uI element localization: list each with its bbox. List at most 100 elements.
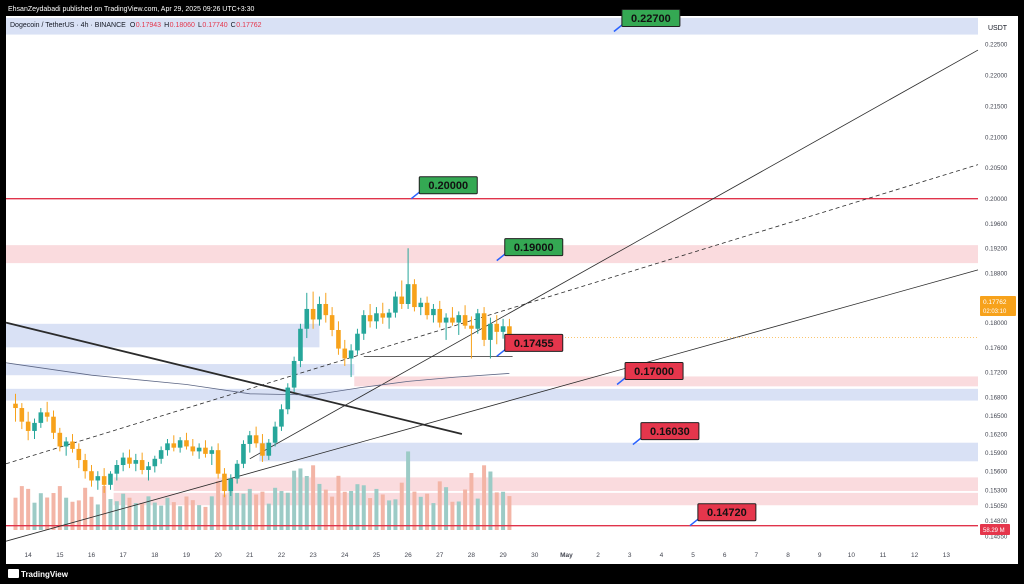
volume-bar xyxy=(469,473,474,530)
volume-bar xyxy=(133,503,138,530)
candle-body xyxy=(139,460,145,470)
volume-bar xyxy=(13,497,18,530)
volume-bar xyxy=(102,486,107,530)
volume-bar xyxy=(19,486,24,530)
candle-body xyxy=(317,303,322,320)
x-tick-label: 25 xyxy=(373,552,381,559)
volume-bar xyxy=(285,492,290,530)
candle-body xyxy=(152,458,158,467)
candle-body xyxy=(355,333,360,351)
volume-bar xyxy=(241,493,246,530)
volume-bar xyxy=(279,491,284,530)
candle-body xyxy=(146,466,151,470)
volume-bar xyxy=(165,497,170,530)
level-label-text: 0.17455 xyxy=(514,338,554,350)
volume-bar xyxy=(209,496,214,530)
y-tick-label: 0.16800 xyxy=(985,394,1008,401)
x-tick-label: 15 xyxy=(56,552,64,559)
volume-bar xyxy=(342,491,347,530)
y-axis-ticks: 0.22500 0.22000 0.21500 0.21000 0.20500 0.200… xyxy=(985,41,1008,540)
volume-bar xyxy=(260,491,265,530)
candle-body xyxy=(95,476,101,481)
volume-bar xyxy=(380,494,385,530)
level-label-text: 0.19000 xyxy=(514,242,554,254)
x-tick-label: 24 xyxy=(341,552,349,559)
volume-bar xyxy=(89,496,94,530)
price-axis[interactable] xyxy=(978,16,1018,548)
volume-bar xyxy=(425,493,430,530)
candle-body xyxy=(196,447,202,452)
candle-body xyxy=(405,284,411,304)
volume-bar xyxy=(222,494,227,530)
x-tick-label: 17 xyxy=(120,552,128,559)
volume-bar xyxy=(368,498,373,530)
volume-bar xyxy=(254,494,259,530)
candle-body xyxy=(469,325,474,329)
zone-blue xyxy=(6,17,978,35)
level-label-box xyxy=(624,361,684,380)
ohlc-readout: O 0.17943 H 0.18060 L 0.17740 C 0.17762 xyxy=(130,22,262,29)
candle-body xyxy=(241,443,246,464)
y-tick-label: 0.14800 xyxy=(985,518,1008,525)
symbol-title[interactable]: Dogecoin / TetherUS · 4h · BINANCE xyxy=(10,22,126,29)
volume-bar xyxy=(336,475,341,530)
x-tick-label: 21 xyxy=(246,552,254,559)
candle-body xyxy=(475,313,481,329)
y-tick-label: 0.15600 xyxy=(985,469,1008,476)
volume-bar xyxy=(32,502,37,530)
volume-bar xyxy=(456,501,461,530)
volume-bar xyxy=(330,496,335,530)
tradingview-logo[interactable]: TradingView xyxy=(8,569,69,579)
zone-blue xyxy=(6,388,978,401)
candle-body xyxy=(304,308,310,329)
candle-body xyxy=(32,422,37,431)
volume-bar xyxy=(507,496,512,530)
y-tick-label: 0.19200 xyxy=(985,246,1008,253)
y-tick-label: 0.16500 xyxy=(985,413,1008,420)
volume-bar xyxy=(266,503,271,530)
zones-layer xyxy=(6,17,979,506)
volume-bar xyxy=(83,487,88,530)
candle-body xyxy=(165,443,170,451)
x-tick-label: 13 xyxy=(943,552,951,559)
candle-body xyxy=(203,447,208,454)
candle-body xyxy=(222,473,227,492)
x-tick-label: 27 xyxy=(436,552,444,559)
volume-bar xyxy=(178,506,183,530)
time-axis[interactable] xyxy=(6,548,1018,564)
level-label-text: 0.22700 xyxy=(631,13,671,25)
ohlc-value: 0.17762 xyxy=(236,22,261,29)
candle-body xyxy=(374,313,379,322)
x-tick-label: 8 xyxy=(786,552,790,559)
y-tick-label: 0.22500 xyxy=(985,41,1008,48)
candle-body xyxy=(418,302,424,308)
volume-bar xyxy=(184,496,189,530)
volume-bar xyxy=(228,490,233,530)
x-tick-label: 29 xyxy=(499,552,507,559)
candle-body xyxy=(386,312,392,318)
candle-body xyxy=(348,350,354,359)
volume-bar xyxy=(450,501,455,530)
level-label-text: 0.17000 xyxy=(634,366,674,378)
volume-bar xyxy=(216,480,221,530)
x-tick-label: May xyxy=(560,552,573,559)
volume-bar xyxy=(26,488,31,530)
trendline-channel-upper xyxy=(249,49,979,460)
candle-body xyxy=(51,416,56,433)
y-tick-label: 0.22000 xyxy=(985,72,1008,79)
candle-body xyxy=(272,426,278,443)
volume-bar xyxy=(51,493,56,530)
plot-area[interactable] xyxy=(6,16,978,548)
volume-bar xyxy=(444,487,449,530)
moving-average-line xyxy=(5,362,510,396)
zone-blue xyxy=(6,323,320,348)
volume-bar xyxy=(108,499,113,530)
volume-bar xyxy=(317,483,322,530)
ohlc-key: L xyxy=(198,22,202,29)
level-label-text: 0.16030 xyxy=(650,426,690,438)
volume-layer xyxy=(13,451,512,530)
volume-bar xyxy=(488,471,493,530)
candle-body xyxy=(500,326,506,332)
candle-body xyxy=(361,315,367,334)
